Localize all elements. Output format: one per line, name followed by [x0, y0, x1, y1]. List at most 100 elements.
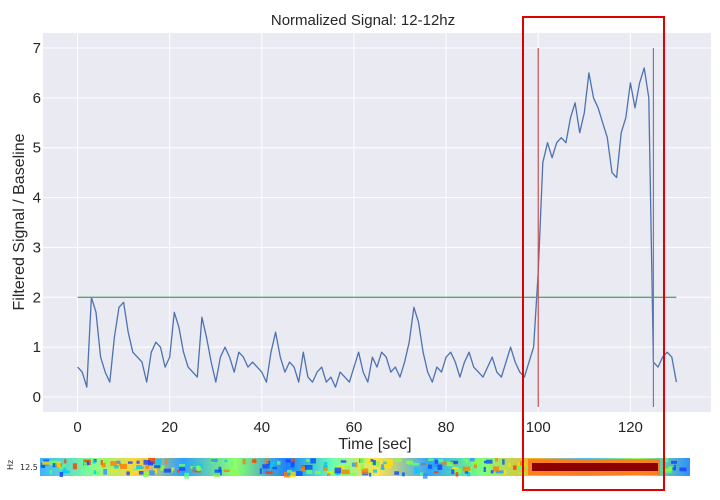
spectrogram-cell — [138, 471, 144, 475]
spectrogram-cell — [306, 468, 313, 474]
spectrogram-cell — [471, 461, 480, 465]
spectrogram-cell — [361, 468, 369, 475]
spectrogram-cell — [380, 467, 385, 470]
spectrogram-cell — [326, 471, 334, 474]
spectrogram-cell — [110, 461, 117, 466]
spectrogram-cell — [437, 464, 443, 470]
spectrogram-cell — [62, 463, 66, 469]
x-tick-label: 100 — [526, 419, 551, 436]
spectrogram-cell — [136, 460, 140, 464]
spectrogram-cell — [277, 461, 281, 465]
spectrogram-cell — [310, 458, 316, 464]
spectrogram-cell — [49, 469, 52, 474]
spectrogram-cell — [192, 467, 197, 472]
spectrogram-cell — [104, 459, 108, 463]
spectrogram-cell — [136, 465, 142, 470]
spectrogram-cell — [355, 462, 358, 468]
spectrogram-cell — [486, 459, 493, 464]
spectrogram-cell — [483, 466, 486, 472]
spectrogram-cell — [469, 458, 475, 462]
spectrogram-cell — [103, 469, 107, 475]
spectrogram-cell — [154, 465, 161, 469]
y-tick-label: 7 — [33, 40, 41, 57]
spectrogram-cell — [179, 463, 186, 469]
spectrogram-cell — [153, 458, 162, 465]
spectrogram-cell — [348, 472, 357, 476]
spectrogram-cell — [145, 465, 149, 469]
spectrogram-cell — [132, 468, 139, 471]
plot-area — [43, 33, 711, 412]
spectrogram-cell — [61, 470, 70, 474]
spectrogram-cell — [272, 466, 277, 470]
y-tick-label: 6 — [33, 90, 41, 107]
spectrogram-cell — [306, 459, 310, 462]
spectrogram-cell — [442, 461, 447, 465]
spectrogram-cell — [269, 461, 274, 467]
spectrogram-cell — [149, 470, 155, 476]
spectrogram-cell — [126, 471, 130, 476]
spectrogram-cell — [513, 465, 517, 470]
spectrogram-cell — [420, 462, 426, 466]
spectrogram-cell — [163, 468, 172, 473]
spectrogram-cell — [153, 468, 158, 474]
spectrogram-cell — [422, 472, 428, 479]
spectrogram-cell — [484, 460, 487, 464]
spectrogram-cell — [369, 472, 372, 477]
spectrogram-cell — [142, 471, 149, 477]
spectrogram-cell — [86, 461, 89, 466]
series-layer — [77, 67, 678, 388]
spectrogram-cell — [120, 463, 127, 469]
spectrogram-cell — [93, 470, 96, 475]
spectrogram-cell — [428, 458, 434, 461]
spectrogram-cell — [434, 459, 439, 464]
spectrogram-cell — [296, 471, 303, 476]
spectrogram-cell — [384, 465, 392, 469]
spectrogram-cell — [495, 458, 498, 462]
spectrogram-cell — [285, 459, 291, 463]
spectrogram-cell — [451, 469, 455, 475]
spectrogram-cell — [57, 461, 61, 467]
chart-title: Normalized Signal: 12-12hz — [271, 12, 455, 29]
spectrogram-cell — [100, 460, 103, 465]
spectrogram-cell — [190, 466, 195, 469]
spectrogram-cell — [263, 468, 269, 474]
y-tick-label: 2 — [33, 289, 41, 306]
spectrogram: 12.5 Hz — [6, 458, 690, 479]
spectrogram-cell — [446, 461, 454, 467]
spectrogram-cell — [427, 464, 433, 469]
spectrogram-cell — [673, 464, 676, 471]
spectrogram-cell — [411, 462, 420, 466]
spectrogram-cell — [464, 471, 469, 474]
signal-line — [77, 67, 678, 388]
spectrogram-cell — [262, 464, 270, 469]
spectrogram-cell — [517, 471, 526, 475]
y-tick-label: 3 — [33, 239, 41, 256]
y-tick-label: 4 — [33, 190, 41, 207]
spectrogram-cell — [344, 466, 351, 469]
spectrogram-cell — [272, 461, 277, 465]
spectrogram-cell — [462, 458, 465, 461]
spectrogram-cell — [495, 470, 504, 474]
spectrogram-cell — [242, 458, 246, 465]
spectrogram-cell — [664, 468, 673, 471]
spectrogram-cell — [95, 471, 100, 475]
spectrogram-cell — [300, 466, 305, 472]
spectrogram-cell — [160, 465, 165, 471]
spectrogram-cell — [197, 465, 201, 472]
spectrogram-cell — [292, 458, 295, 464]
spectrogram-cell — [72, 463, 77, 470]
spectrogram-cell — [360, 464, 364, 470]
spectrogram-cell — [290, 461, 295, 468]
spectrogram-cell — [466, 471, 470, 477]
spectrogram-cell — [351, 462, 356, 467]
spectrogram-cell — [433, 463, 438, 468]
spectrogram-cell — [381, 464, 384, 470]
spectrogram-cell — [214, 469, 222, 476]
spectrogram-cell — [84, 462, 88, 468]
spectrogram-cell — [116, 460, 121, 464]
spectrogram-cell — [224, 459, 228, 463]
spectrogram-cell — [110, 465, 115, 468]
x-tick-label: 40 — [253, 419, 270, 436]
spectrogram-cell — [327, 472, 331, 476]
spectrogram-cell — [434, 471, 439, 474]
